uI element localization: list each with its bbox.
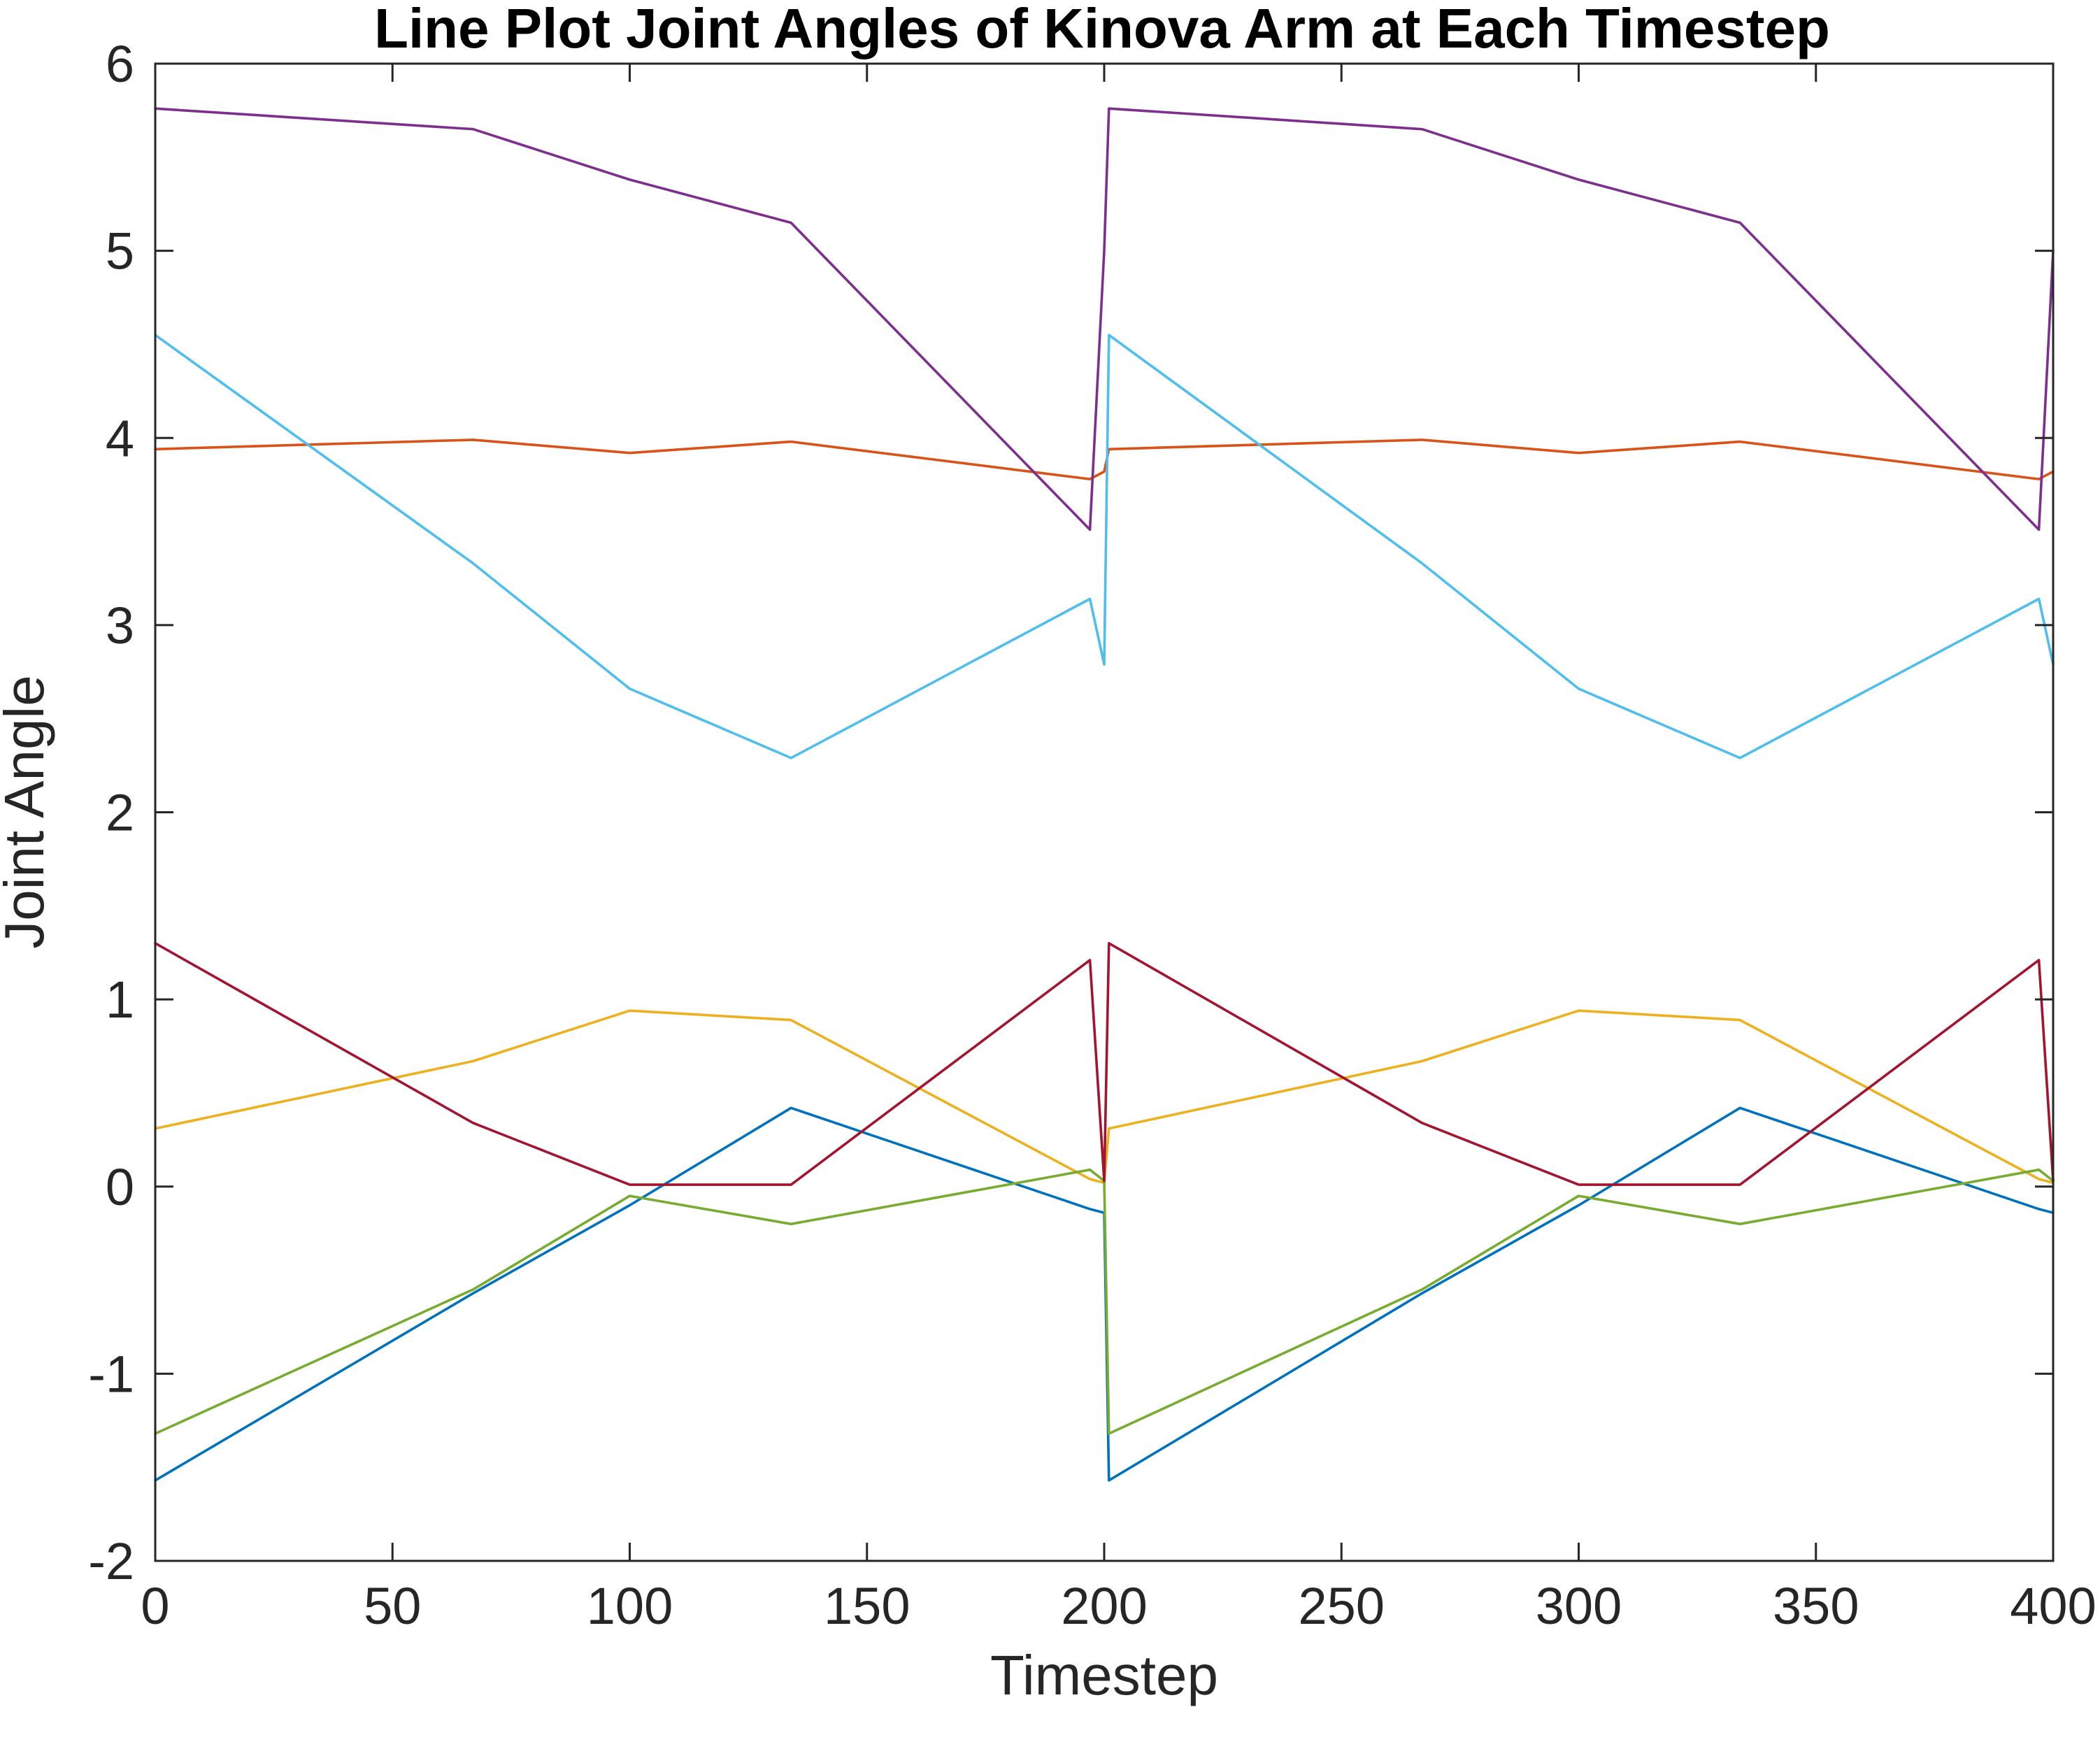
y-tick-label: 2 [106, 784, 134, 842]
chart-title: Line Plot Joint Angles of Kinova Arm at … [374, 0, 1830, 59]
y-tick-label: -1 [88, 1345, 134, 1403]
series-line-6 [154, 334, 2055, 759]
y-tick-label: 1 [106, 971, 134, 1029]
series-line-2 [154, 438, 2055, 480]
x-tick-label: 150 [824, 1577, 910, 1635]
x-tick-label: 400 [2010, 1577, 2096, 1635]
x-axis-label: Timestep [990, 1644, 1218, 1706]
plot-area-frame [154, 62, 2055, 1562]
series-line-5 [154, 1168, 2055, 1435]
y-tick-label: 5 [106, 222, 134, 280]
tick-layer: 0 50 100 150 200 250 300 350 400 -2 -1 0 1 2 3 4 5 6 [88, 35, 2097, 1635]
y-tick-label: 6 [106, 35, 134, 93]
x-tick-label: 250 [1299, 1577, 1385, 1635]
x-tick-label: 200 [1061, 1577, 1147, 1635]
y-axis-label: Joint Angle [0, 675, 55, 948]
y-tick-label: 3 [106, 597, 134, 655]
x-tick-label: 100 [587, 1577, 673, 1635]
series-line-3 [154, 1009, 2055, 1185]
series-line-7 [154, 942, 2055, 1186]
x-tick-label: 0 [141, 1577, 169, 1635]
y-tick-label: 4 [106, 409, 134, 467]
x-tick-label: 300 [1536, 1577, 1622, 1635]
x-tick-label: 350 [1773, 1577, 1859, 1635]
y-tick-label: -2 [88, 1532, 134, 1590]
series-line-4 [154, 107, 2055, 531]
x-tick-label: 50 [364, 1577, 421, 1635]
series-layer [154, 107, 2055, 1482]
y-tick-label: 0 [106, 1158, 134, 1216]
